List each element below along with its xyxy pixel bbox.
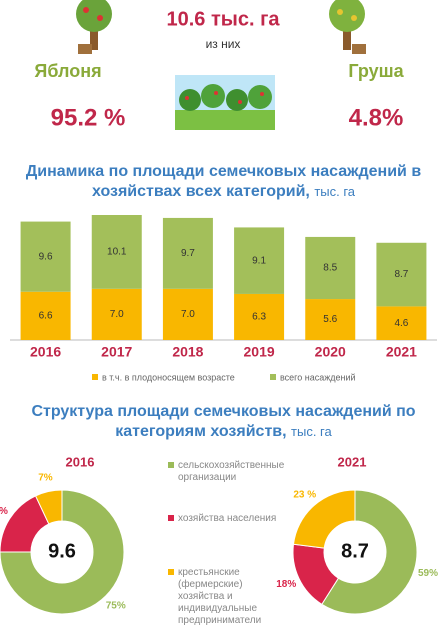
x-tick-label: 2020 (315, 344, 346, 360)
pear-tree-icon (329, 0, 366, 54)
bar-segment (91, 288, 142, 340)
legend-swatch (270, 374, 276, 380)
legend-swatch (168, 462, 174, 468)
bar-value-label: 10.1 (107, 247, 127, 258)
bar-chart-title: Динамика по площади семечковых насаждени… (0, 162, 447, 202)
item-name: Груша (348, 61, 404, 81)
title-text: Структура площади семечковых насаждений … (31, 403, 416, 440)
legend-swatch (92, 374, 98, 380)
bar-segment (20, 291, 71, 340)
x-tick-label: 2018 (172, 344, 203, 360)
bar-value-label: 9.7 (181, 248, 195, 259)
bar-segment (376, 306, 427, 340)
donut-title: 2021 (338, 454, 367, 469)
title-unit: тыс. га (291, 424, 332, 439)
legend-swatch (168, 515, 174, 521)
bar-value-label: 5.6 (323, 314, 337, 325)
bar-value-label: 7.0 (181, 309, 195, 320)
slice-label: 75% (106, 600, 126, 611)
title-text: Динамика по площади семечковых насаждени… (25, 163, 422, 200)
x-tick-label: 2016 (30, 344, 61, 360)
legend-text: крестьянские (фермерские) хозяйства и ин… (178, 567, 262, 626)
bar-segment (234, 293, 285, 340)
bar-segment (162, 288, 213, 340)
slice-label: 7% (38, 472, 53, 483)
item-name: Яблоня (34, 61, 101, 81)
donut-title: 2016 (66, 454, 95, 469)
apple-tree-icon (76, 0, 112, 54)
orchard-image (175, 75, 275, 130)
item-share: 4.8% (349, 104, 404, 131)
bar-value-label: 6.3 (252, 312, 266, 323)
bar-value-label: 9.1 (252, 255, 266, 266)
bar-segment (305, 236, 356, 300)
legend-text: сельскохозяйственные организации (178, 460, 285, 483)
donut-slice (321, 489, 418, 615)
slice-label: 59% (418, 568, 438, 579)
slice-label: 18% (276, 579, 296, 590)
legend-swatch (168, 569, 174, 575)
bar-value-label: 8.7 (394, 269, 408, 280)
legend-label: всего насаждений (280, 372, 356, 382)
donut-center-label: 9.6 (48, 540, 76, 562)
legend-label: в т.ч. в плодоносящем возрасте (102, 372, 235, 382)
bar-segment (305, 299, 356, 340)
bar-value-label: 8.5 (323, 263, 337, 274)
donut-section-title: Структура площади семечковых насаждений … (0, 402, 447, 442)
donut-slice (292, 489, 356, 549)
bar-segment (20, 221, 71, 292)
bar-value-label: 4.6 (394, 318, 408, 329)
bar-segment (234, 227, 285, 294)
x-tick-label: 2017 (101, 344, 132, 360)
bar-segment (376, 242, 427, 307)
item-share: 95.2 % (51, 104, 126, 131)
bar-segment (91, 215, 142, 289)
total-area: 10.6 тыс. га (166, 8, 280, 30)
donut-slice (34, 489, 63, 525)
slice-label: 23 % (293, 490, 316, 501)
bar-value-label: 6.6 (39, 311, 53, 322)
legend-text: хозяйства населения (178, 513, 277, 524)
bar-value-label: 9.6 (39, 251, 53, 262)
subtitle: из них (206, 37, 241, 51)
x-tick-label: 2021 (386, 344, 417, 360)
x-tick-label: 2019 (244, 344, 275, 360)
bar-segment (162, 217, 213, 289)
donut-slice (0, 489, 125, 615)
slice-label: 18% (0, 506, 8, 517)
donut-center-label: 8.7 (341, 540, 369, 562)
title-unit: тыс. га (314, 184, 356, 199)
bar-value-label: 7.0 (110, 309, 124, 320)
